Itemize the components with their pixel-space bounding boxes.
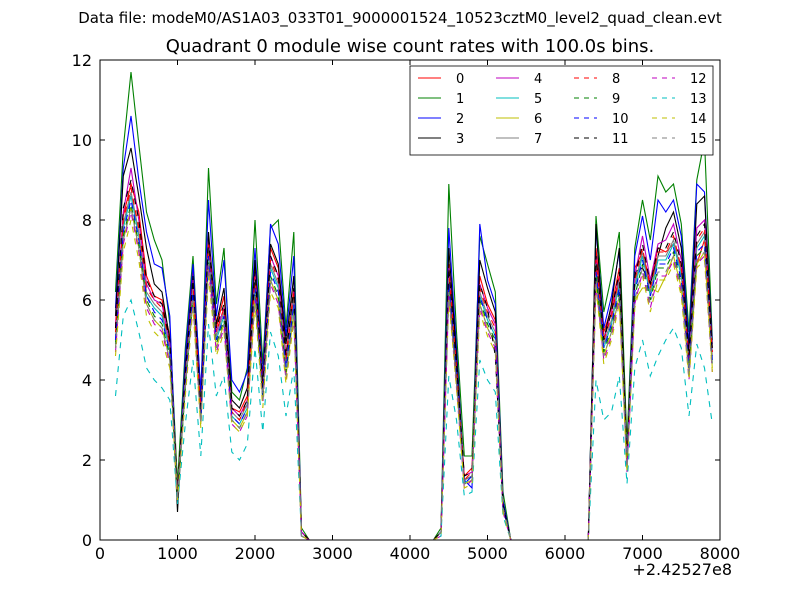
chart-title: Quadrant 0 module wise count rates with …	[165, 36, 655, 57]
y-tick-label: 10	[72, 131, 92, 150]
legend-label-3: 3	[456, 132, 464, 147]
y-tick-label: 12	[72, 51, 92, 70]
series-line-13	[114, 298, 713, 541]
legend-label-5: 5	[534, 92, 542, 107]
x-tick-label: 3000	[312, 544, 353, 563]
series-line-10	[114, 199, 713, 541]
legend-label-15: 15	[690, 132, 707, 147]
x-tick-label: 6000	[545, 544, 586, 563]
y-tick-label: 6	[82, 291, 92, 310]
x-tick-label: 5000	[467, 544, 508, 563]
y-tick-label: 2	[82, 451, 92, 470]
legend-label-4: 4	[534, 72, 542, 87]
legend-label-6: 6	[534, 112, 542, 127]
legend-label-12: 12	[690, 72, 707, 87]
legend-label-7: 7	[534, 132, 542, 147]
x-tick-label: 7000	[622, 544, 663, 563]
legend-label-14: 14	[690, 112, 707, 127]
legend-label-8: 8	[612, 72, 620, 87]
y-tick-label: 8	[82, 211, 92, 230]
x-tick-label: 8000	[700, 544, 741, 563]
y-tick-label: 0	[82, 531, 92, 550]
legend-box	[409, 65, 714, 156]
x-tick-label: 2000	[235, 544, 276, 563]
x-tick-label: 0	[95, 544, 105, 563]
legend-label-13: 13	[690, 92, 707, 107]
tick-layer: 0 1000 2000 3000 4000 5000 6000 7000 80000246810…	[72, 51, 741, 563]
legend-label-11: 11	[612, 132, 629, 147]
x-tick-label: 4000	[390, 544, 431, 563]
legend-label-1: 1	[456, 92, 464, 107]
x-tick-label: 1000	[157, 544, 198, 563]
legend-label-0: 0	[456, 72, 464, 87]
legend-label-10: 10	[612, 112, 629, 127]
series-line-11	[114, 179, 713, 541]
x-axis-offset-label: +2.42527e8	[632, 560, 732, 579]
y-tick-label: 4	[82, 371, 92, 390]
legend-label-2: 2	[456, 112, 464, 127]
legend-label-9: 9	[612, 92, 620, 107]
figure-suptitle: Data file: modeM0/AS1A03_033T01_90000015…	[78, 9, 722, 27]
